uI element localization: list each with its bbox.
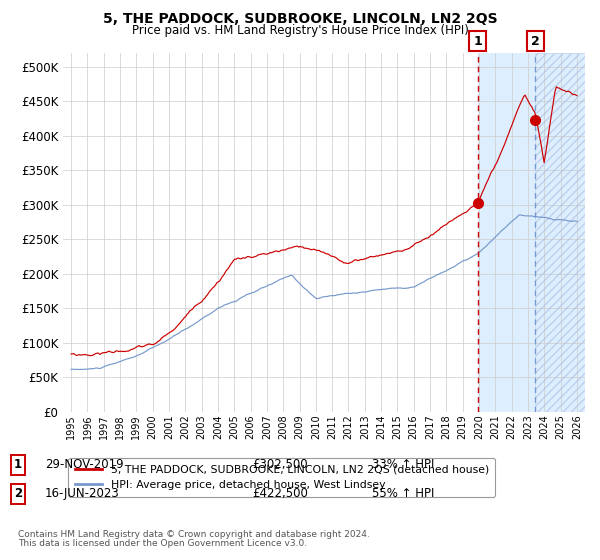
Text: 2: 2 [14,487,22,501]
Text: Contains HM Land Registry data © Crown copyright and database right 2024.: Contains HM Land Registry data © Crown c… [18,530,370,539]
Text: 1: 1 [473,35,482,48]
Text: This data is licensed under the Open Government Licence v3.0.: This data is licensed under the Open Gov… [18,539,307,548]
Bar [478,53,585,412]
Text: 33% ↑ HPI: 33% ↑ HPI [372,458,434,472]
Text: £302,500: £302,500 [252,458,308,472]
Text: Price paid vs. HM Land Registry's House Price Index (HPI): Price paid vs. HM Land Registry's House … [131,24,469,37]
Text: £422,500: £422,500 [252,487,308,501]
Text: 5, THE PADDOCK, SUDBROOKE, LINCOLN, LN2 2QS: 5, THE PADDOCK, SUDBROOKE, LINCOLN, LN2 … [103,12,497,26]
Legend: 5, THE PADDOCK, SUDBROOKE, LINCOLN, LN2 2QS (detached house), HPI: Average price: 5, THE PADDOCK, SUDBROOKE, LINCOLN, LN2 … [68,458,496,497]
Text: 29-NOV-2019: 29-NOV-2019 [45,458,124,472]
Text: 2: 2 [531,35,540,48]
Text: 55% ↑ HPI: 55% ↑ HPI [372,487,434,501]
Text: 1: 1 [14,458,22,472]
Text: 16-JUN-2023: 16-JUN-2023 [45,487,120,501]
